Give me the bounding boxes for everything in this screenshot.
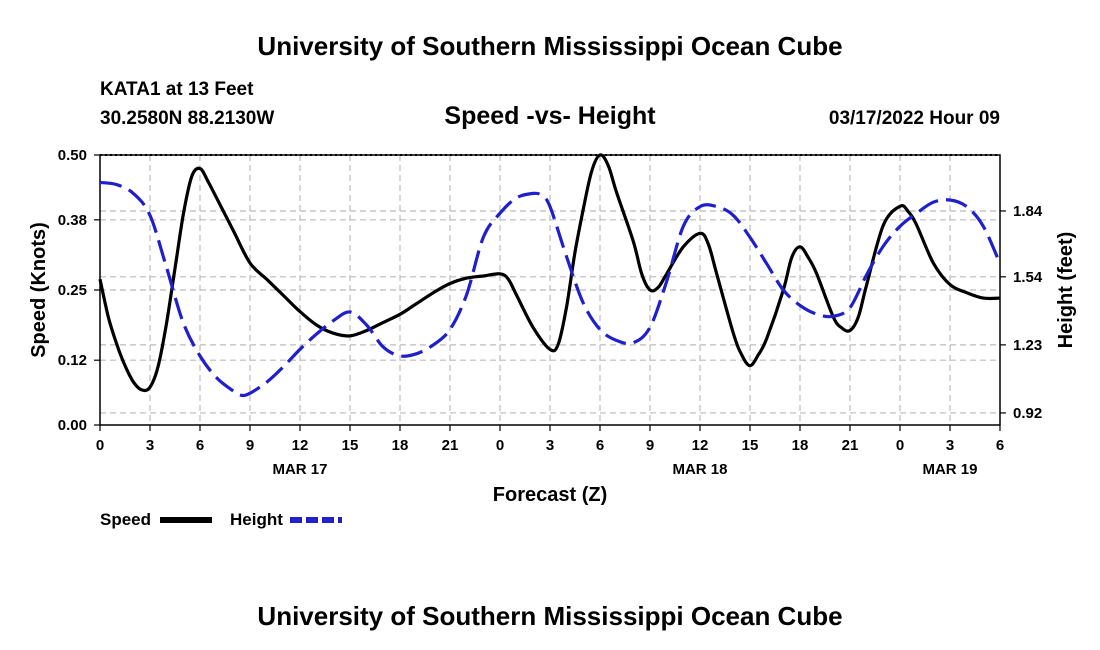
series-lines <box>98 153 1002 398</box>
y-tick-label: 0.50 <box>58 147 87 164</box>
legend-speed-label: Speed <box>100 510 151 529</box>
x-tick-label: 15 <box>742 437 759 454</box>
y-tick-label: 0.25 <box>58 282 87 299</box>
gridlines <box>100 155 1000 425</box>
axis-ticks: 0 3 6 9 12 15 18 21 0 3 6 9 12 15 18 21 0 3 6 MAR 17 MAR 18 M… <box>58 147 1043 478</box>
y-tick-label: 0.38 <box>58 212 87 229</box>
x-tick-label: 6 <box>596 437 604 454</box>
y-tick-label: 0.12 <box>58 352 87 369</box>
x-tick-label: 6 <box>196 437 204 454</box>
height-series-line <box>99 180 1002 398</box>
x-tick-label: 9 <box>646 437 654 454</box>
x-tick-label: 0 <box>96 437 104 454</box>
y2-tick-label: 1.84 <box>1013 203 1043 220</box>
y2-tick-label: 1.54 <box>1013 269 1043 286</box>
x-date-label: MAR 19 <box>922 461 977 478</box>
forecast-datetime: 03/17/2022 Hour 09 <box>829 108 1000 129</box>
speed-series-line <box>98 153 1001 393</box>
x-tick-label: 21 <box>842 437 859 454</box>
station-coords: 30.2580N 88.2130W <box>100 108 274 129</box>
x-tick-label: 0 <box>496 437 504 454</box>
x-tick-label: 12 <box>692 437 709 454</box>
legend-height-label: Height <box>230 510 283 529</box>
x-date-label: MAR 17 <box>272 461 327 478</box>
x-date-label: MAR 18 <box>672 461 727 478</box>
x-tick-label: 3 <box>546 437 554 454</box>
chart-title: Speed -vs- Height <box>444 102 656 130</box>
legend: Speed Height <box>100 510 342 529</box>
page-title-top: University of Southern Mississippi Ocean… <box>257 31 842 61</box>
x-tick-label: 3 <box>146 437 154 454</box>
x-tick-label: 6 <box>996 437 1004 454</box>
x-tick-label: 18 <box>792 437 809 454</box>
x-tick-label: 15 <box>342 437 359 454</box>
station-label: KATA1 at 13 Feet <box>100 79 254 100</box>
x-axis-label: Forecast (Z) <box>493 484 607 506</box>
y2-tick-label: 0.92 <box>1013 405 1042 422</box>
x-tick-label: 21 <box>442 437 459 454</box>
y2-axis-label: Height (feet) <box>1055 232 1077 349</box>
y-axis-label: Speed (Knots) <box>28 222 50 358</box>
x-tick-label: 3 <box>946 437 954 454</box>
y2-tick-label: 1.23 <box>1013 337 1042 354</box>
x-tick-label: 0 <box>896 437 904 454</box>
x-tick-label: 18 <box>392 437 409 454</box>
x-tick-label: 9 <box>246 437 254 454</box>
y-tick-label: 0.00 <box>58 417 87 434</box>
x-tick-label: 12 <box>292 437 309 454</box>
page-title-bottom: University of Southern Mississippi Ocean… <box>257 601 842 631</box>
